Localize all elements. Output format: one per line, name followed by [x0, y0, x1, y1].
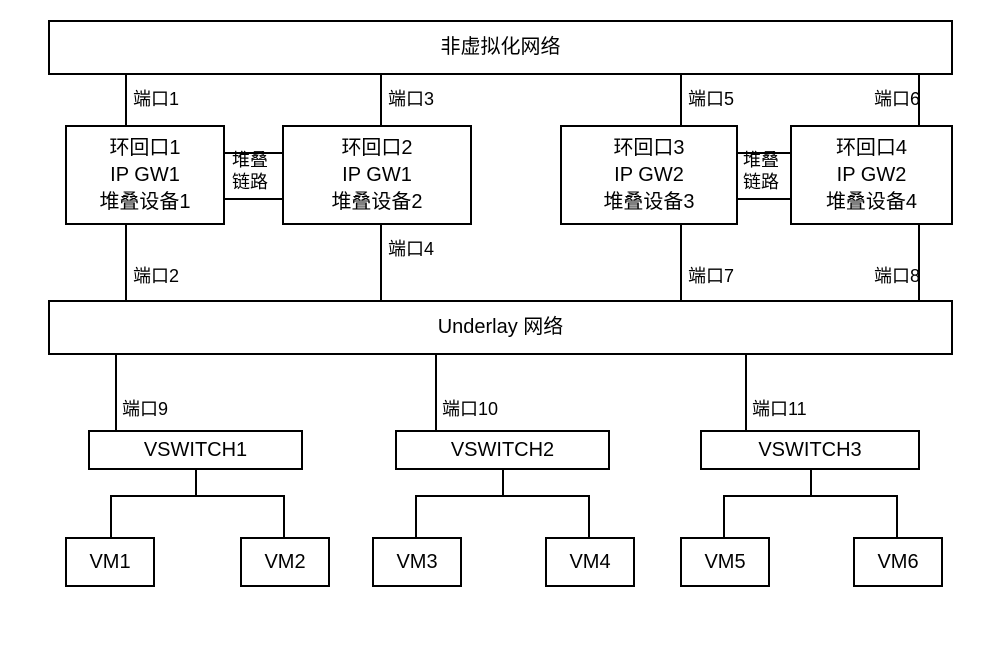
stack-device-2: 环回口2 IP GW1 堆叠设备2 [282, 125, 472, 225]
stack-device-4-label: 环回口4 IP GW2 堆叠设备4 [826, 135, 917, 216]
line-vm1 [110, 495, 112, 537]
non-virtualized-network: 非虚拟化网络 [48, 20, 953, 75]
line-vm4 [588, 495, 590, 537]
stack-device-1: 环回口1 IP GW1 堆叠设备1 [65, 125, 225, 225]
underlay-network: Underlay 网络 [48, 300, 953, 355]
stack-link-line-right-bot [738, 198, 790, 200]
line-vm2 [283, 495, 285, 537]
line-port9 [115, 355, 117, 430]
line-port4 [380, 225, 382, 300]
vm1: VM1 [65, 537, 155, 587]
stack-link-right-label: 堆叠 链路 [743, 150, 779, 193]
line-vm6 [896, 495, 898, 537]
stack-device-4: 环回口4 IP GW2 堆叠设备4 [790, 125, 953, 225]
vm3-label: VM3 [396, 549, 437, 576]
port8-label: 端口8 [874, 262, 920, 288]
port1-label: 端口1 [133, 85, 179, 111]
vm6-label: VM6 [877, 549, 918, 576]
line-port1 [125, 75, 127, 125]
line-vs2-h [415, 495, 590, 497]
port11-label: 端口11 [752, 395, 807, 421]
underlay-network-label: Underlay 网络 [438, 314, 564, 341]
vm5-label: VM5 [704, 549, 745, 576]
line-vs3-h [723, 495, 898, 497]
vm1-label: VM1 [89, 549, 130, 576]
vm6: VM6 [853, 537, 943, 587]
port9-label: 端口9 [122, 395, 168, 421]
line-port5 [680, 75, 682, 125]
vm4: VM4 [545, 537, 635, 587]
port3-label: 端口3 [388, 85, 434, 111]
line-vs3-down [810, 470, 812, 495]
line-vs1-h [110, 495, 285, 497]
port5-label: 端口5 [688, 85, 734, 111]
line-port11 [745, 355, 747, 430]
vswitch-3-label: VSWITCH3 [758, 437, 861, 464]
vswitch-3: VSWITCH3 [700, 430, 920, 470]
line-port10 [435, 355, 437, 430]
port4-label: 端口4 [388, 235, 434, 261]
line-port3 [380, 75, 382, 125]
vswitch-1-label: VSWITCH1 [144, 437, 247, 464]
port10-label: 端口10 [442, 395, 498, 421]
port7-label: 端口7 [688, 262, 734, 288]
stack-device-2-label: 环回口2 IP GW1 堆叠设备2 [331, 135, 422, 216]
vswitch-2: VSWITCH2 [395, 430, 610, 470]
vm5: VM5 [680, 537, 770, 587]
port2-label: 端口2 [133, 262, 179, 288]
stack-device-3: 环回口3 IP GW2 堆叠设备3 [560, 125, 738, 225]
line-vm5 [723, 495, 725, 537]
stack-device-3-label: 环回口3 IP GW2 堆叠设备3 [603, 135, 694, 216]
line-vs2-down [502, 470, 504, 495]
stack-link-line-left-bot [225, 198, 282, 200]
line-vs1-down [195, 470, 197, 495]
vm2: VM2 [240, 537, 330, 587]
stack-device-1-label: 环回口1 IP GW1 堆叠设备1 [99, 135, 190, 216]
stack-link-left-label: 堆叠 链路 [232, 150, 268, 193]
non-virtualized-network-label: 非虚拟化网络 [441, 34, 561, 61]
vm4-label: VM4 [569, 549, 610, 576]
line-port2 [125, 225, 127, 300]
port6-label: 端口6 [874, 85, 920, 111]
vswitch-1: VSWITCH1 [88, 430, 303, 470]
line-port7 [680, 225, 682, 300]
vm2-label: VM2 [264, 549, 305, 576]
line-vm3 [415, 495, 417, 537]
vm3: VM3 [372, 537, 462, 587]
vswitch-2-label: VSWITCH2 [451, 437, 554, 464]
